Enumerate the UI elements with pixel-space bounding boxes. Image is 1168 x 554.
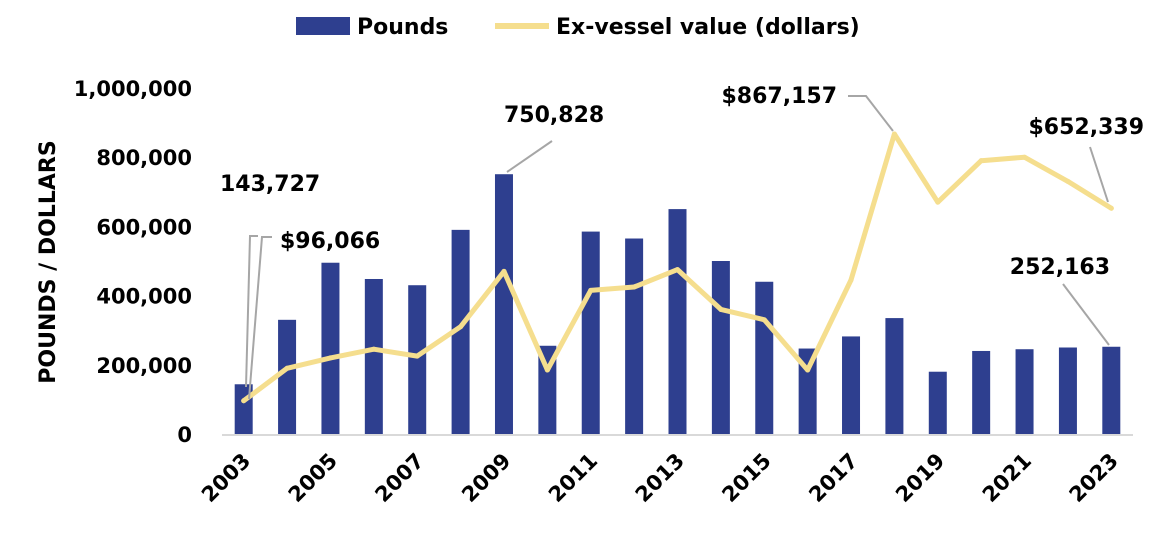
x-tick-label: 2015 (717, 449, 775, 507)
point-ex-vessel-value-2019 (935, 199, 941, 205)
y-tick-label: 0 (177, 423, 192, 447)
legend: Pounds Ex-vessel value (dollars) (296, 15, 860, 40)
x-tick-label: 2023 (1065, 449, 1123, 507)
point-ex-vessel-value-2015 (761, 317, 767, 323)
x-tick-label: 2011 (544, 449, 602, 507)
annotation-label: $867,157 (721, 84, 837, 109)
point-ex-vessel-value-2022 (1065, 178, 1071, 184)
bar-pounds-2013 (668, 209, 687, 434)
y-tick-label: 800,000 (96, 146, 192, 170)
x-tick-label: 2009 (457, 449, 515, 507)
bar-pounds-2019 (928, 371, 947, 434)
annotation-label: 143,727 (220, 172, 320, 197)
annotation-leader-line (1062, 283, 1110, 346)
y-axis-label: POUNDS / DOLLARS (36, 140, 61, 383)
bar-pounds-2012 (625, 238, 644, 434)
annotation-label: $652,339 (1028, 115, 1144, 140)
point-ex-vessel-value-2003 (241, 398, 247, 404)
bar-pounds-2008 (451, 229, 470, 434)
bar-pounds-2017 (842, 336, 861, 434)
y-tick-label: 200,000 (96, 354, 192, 378)
x-tick-label: 2021 (978, 449, 1036, 507)
bar-pounds-2023 (1102, 346, 1121, 434)
point-ex-vessel-value-2009 (501, 268, 507, 274)
point-ex-vessel-value-2005 (327, 355, 333, 361)
point-ex-vessel-value-2016 (805, 367, 811, 373)
bar-pounds-2009 (494, 174, 513, 435)
point-ex-vessel-value-2018 (891, 131, 897, 137)
bar-pounds-2011 (581, 231, 600, 434)
bar-pounds-2010 (538, 345, 557, 434)
bar-pounds-2016 (798, 348, 817, 434)
bar-pounds-2022 (1058, 347, 1077, 434)
annotations: 143,727 $96,066 750,828 $867,157 $652,339 252… (220, 84, 1144, 400)
x-axis: 2003 2005 2007 2009 2011 2013 2015 2017 2019 2021… (197, 449, 1123, 507)
line-series-ex-vessel-value (241, 131, 1114, 404)
bar-pounds-2004 (278, 319, 297, 434)
bar-pounds-2021 (1015, 349, 1034, 434)
annotation-leader-line (848, 95, 894, 132)
annotation-label: 750,828 (504, 103, 604, 128)
annotation-leader-line (506, 140, 553, 173)
point-ex-vessel-value-2006 (371, 346, 377, 352)
point-ex-vessel-value-2011 (588, 287, 594, 293)
x-tick-label: 2017 (804, 449, 862, 507)
point-ex-vessel-value-2010 (544, 367, 550, 373)
bar-pounds-2014 (711, 261, 730, 434)
bar-pounds-2020 (972, 350, 991, 434)
x-tick-label: 2007 (370, 449, 428, 507)
point-ex-vessel-value-2014 (718, 306, 724, 312)
bars-pounds (234, 174, 1121, 435)
point-ex-vessel-value-2007 (414, 353, 420, 359)
annotation-leader-line (248, 236, 272, 400)
x-tick-label: 2003 (197, 449, 255, 507)
point-ex-vessel-value-2020 (978, 158, 984, 164)
annotation-leader-line (245, 235, 258, 388)
point-ex-vessel-value-2021 (1022, 154, 1028, 160)
point-ex-vessel-value-2013 (675, 267, 680, 273)
x-tick-label: 2005 (284, 449, 342, 507)
point-ex-vessel-value-2004 (284, 365, 290, 371)
y-tick-label: 400,000 (96, 285, 192, 309)
legend-label-pounds: Pounds (357, 15, 448, 40)
point-ex-vessel-value-2017 (848, 277, 854, 283)
bar-pounds-2007 (408, 285, 427, 434)
annotation-leader-line (1089, 146, 1109, 203)
legend-swatch-pounds (296, 17, 350, 35)
y-axis: 0 200,000 400,000 600,000 800,000 1,000,000 (74, 77, 192, 447)
legend-label-ex-vessel-value: Ex-vessel value (dollars) (556, 15, 860, 40)
bar-pounds-2018 (885, 318, 904, 434)
bar-pounds-2005 (321, 262, 340, 434)
x-tick-label: 2013 (631, 449, 689, 507)
point-ex-vessel-value-2012 (631, 284, 637, 290)
annotation-label: $96,066 (280, 229, 380, 254)
bar-pounds-2015 (755, 281, 774, 434)
y-tick-label: 1,000,000 (74, 77, 192, 101)
annotation-label: 252,163 (1010, 255, 1110, 280)
point-ex-vessel-value-2023 (1108, 205, 1114, 211)
x-tick-label: 2019 (891, 449, 949, 507)
bar-pounds-2006 (364, 278, 383, 434)
point-ex-vessel-value-2008 (458, 324, 464, 330)
y-tick-label: 600,000 (96, 215, 192, 239)
